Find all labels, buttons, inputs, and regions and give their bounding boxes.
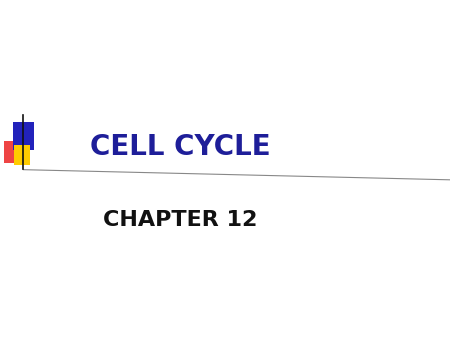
- Bar: [4, 141, 23, 163]
- Text: CHAPTER 12: CHAPTER 12: [103, 210, 257, 230]
- Bar: [14, 145, 30, 165]
- Text: CELL CYCLE: CELL CYCLE: [90, 133, 270, 161]
- Bar: [13, 122, 34, 150]
